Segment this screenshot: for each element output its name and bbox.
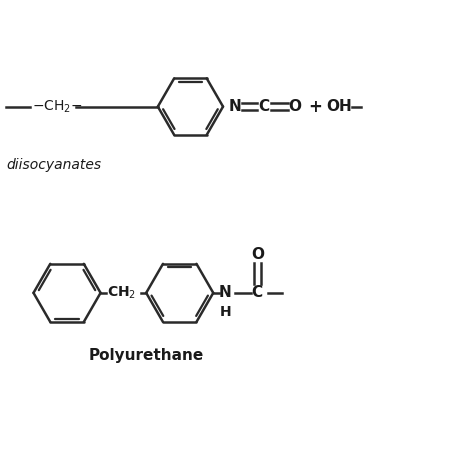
Text: C: C <box>258 99 270 114</box>
Text: +: + <box>308 98 322 116</box>
Text: Polyurethane: Polyurethane <box>89 348 204 363</box>
Text: O: O <box>288 99 301 114</box>
Text: N: N <box>228 99 241 114</box>
Text: OH: OH <box>327 99 352 114</box>
Text: diisocyanates: diisocyanates <box>7 158 101 172</box>
Text: H: H <box>219 305 231 319</box>
Text: C: C <box>251 285 263 301</box>
Text: O: O <box>251 247 264 262</box>
Text: $-$CH$_2$$-$: $-$CH$_2$$-$ <box>32 99 83 115</box>
Text: N: N <box>219 285 232 301</box>
Text: CH$_2$: CH$_2$ <box>107 285 136 301</box>
